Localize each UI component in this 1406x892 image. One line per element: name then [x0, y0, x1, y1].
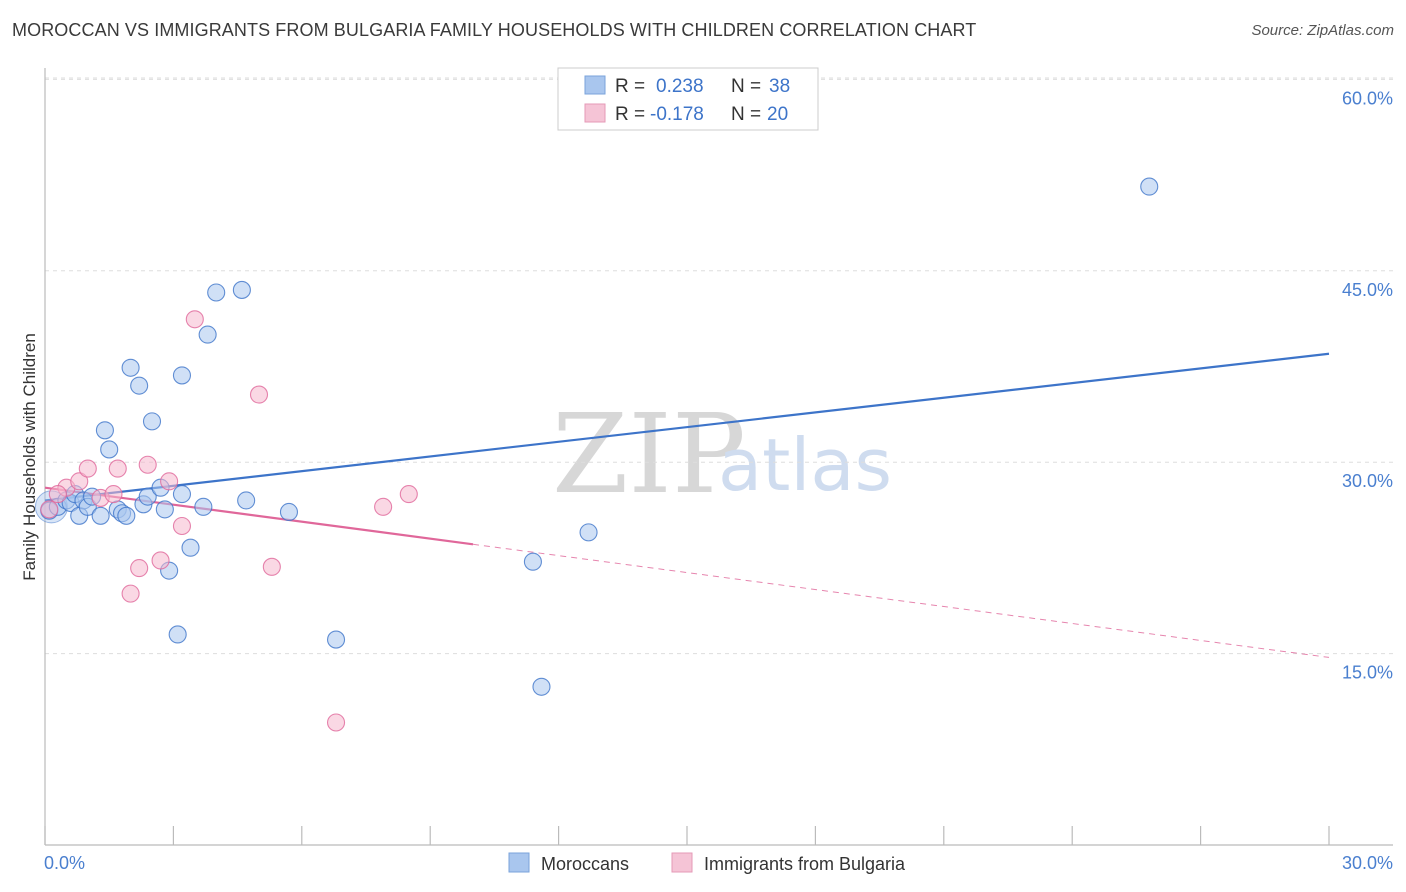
point-moroccans — [168, 625, 187, 644]
y-axis-label: Family Households with Children — [20, 333, 39, 581]
point-bulgaria — [138, 455, 157, 474]
point-bulgaria — [104, 485, 123, 504]
point-bulgaria — [151, 551, 170, 570]
point-moroccans — [532, 677, 551, 696]
watermark-atlas: atlas — [718, 423, 892, 507]
legend-swatch-pink — [584, 103, 606, 123]
point-moroccans — [91, 506, 110, 525]
legend-n-label-1: N = — [731, 104, 761, 125]
point-moroccans — [172, 366, 192, 385]
legend-n-value-1: 20 — [767, 104, 788, 125]
grid-lines — [45, 77, 1393, 655]
point-moroccans — [279, 502, 299, 522]
point-moroccans — [95, 421, 114, 440]
y-tick-labels: 15.0% 30.0% 45.0% 60.0% — [1342, 88, 1393, 682]
stats-legend: R = 0.238 N = 38 R = -0.178 N = 20 — [557, 67, 819, 131]
y-tick-label: 30.0% — [1342, 471, 1393, 491]
point-moroccans — [194, 497, 213, 516]
point-bulgaria — [399, 485, 418, 504]
series-legend-swatch-bulgaria — [671, 852, 693, 873]
point-moroccans — [100, 440, 119, 459]
y-tick-label: 60.0% — [1342, 88, 1393, 108]
point-bulgaria — [121, 584, 140, 603]
point-moroccans — [155, 500, 174, 519]
point-bulgaria — [130, 559, 149, 578]
data-points — [34, 177, 1159, 732]
point-moroccans — [172, 485, 192, 504]
point-bulgaria — [326, 713, 346, 732]
point-moroccans — [232, 280, 251, 299]
legend-r-label-1: R = — [615, 104, 645, 125]
legend-r-value-1: -0.178 — [650, 104, 704, 125]
point-moroccans — [237, 491, 256, 510]
series-legend-label-bulgaria: Immigrants from Bulgaria — [704, 854, 906, 874]
legend-swatch-blue — [584, 75, 606, 95]
point-moroccans — [579, 523, 598, 542]
point-bulgaria — [48, 485, 67, 504]
watermark-zip: ZIP — [552, 390, 746, 518]
x-tick-label-max: 30.0% — [1342, 853, 1393, 873]
point-bulgaria — [108, 459, 127, 478]
trend-line-bulgaria-extension — [472, 543, 1330, 658]
legend-n-value-0: 38 — [769, 76, 790, 97]
y-tick-label: 45.0% — [1342, 280, 1393, 300]
point-moroccans — [142, 412, 162, 431]
series-legend: Moroccans Immigrants from Bulgaria — [508, 852, 906, 874]
chart-source: Source: ZipAtlas.com — [1251, 22, 1394, 39]
point-bulgaria — [172, 516, 192, 536]
point-bulgaria — [160, 472, 179, 491]
point-moroccans — [207, 283, 226, 302]
trend-line-moroccans — [44, 352, 1330, 502]
point-moroccans — [130, 376, 149, 395]
point-moroccans — [523, 552, 542, 571]
point-moroccans — [1140, 177, 1159, 196]
legend-r-label-0: R = — [615, 76, 645, 97]
point-bulgaria — [374, 497, 393, 516]
point-bulgaria — [185, 310, 204, 329]
point-bulgaria — [249, 385, 269, 404]
point-bulgaria — [262, 557, 281, 576]
point-moroccans — [198, 325, 217, 344]
point-moroccans — [138, 487, 157, 506]
x-tick-label-min: 0.0% — [44, 853, 85, 873]
point-moroccans — [117, 506, 136, 525]
series-legend-label-moroccans: Moroccans — [541, 854, 629, 874]
point-bulgaria — [40, 500, 59, 519]
series-legend-swatch-moroccans — [508, 852, 530, 873]
point-bulgaria — [78, 459, 97, 478]
chart-title: MOROCCAN VS IMMIGRANTS FROM BULGARIA FAM… — [12, 20, 977, 40]
axes — [44, 68, 1393, 846]
legend-r-value-0: 0.238 — [656, 76, 704, 97]
point-bulgaria — [70, 472, 89, 491]
x-ticks — [44, 826, 1330, 845]
point-moroccans — [181, 538, 200, 557]
legend-n-label-0: N = — [731, 76, 761, 97]
y-tick-label: 15.0% — [1342, 663, 1393, 683]
point-moroccans — [121, 358, 140, 377]
point-moroccans — [326, 630, 346, 649]
